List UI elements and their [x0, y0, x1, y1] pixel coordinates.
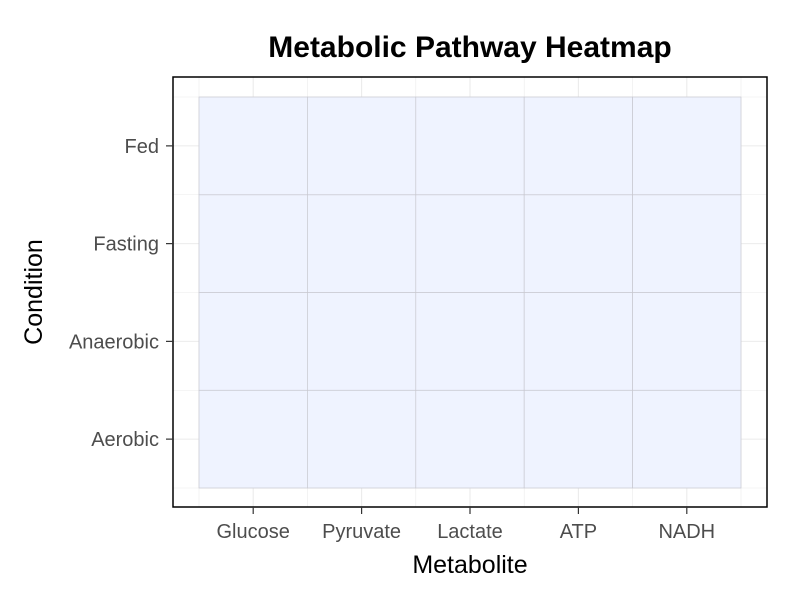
heatmap-tile-anaerobic-pyruvate	[307, 292, 417, 391]
x-axis: Glucose Pyruvate Lactate ATP NADH	[217, 507, 715, 543]
x-tick-label: Pyruvate	[322, 521, 401, 543]
heatmap-tile-fasting-lactate	[415, 194, 525, 293]
chart-title: Metabolic Pathway Heatmap	[268, 31, 671, 64]
x-tick-label: ATP	[560, 521, 597, 543]
heatmap-tile-fed-lactate	[415, 96, 525, 196]
y-tick-label: Aerobic	[91, 429, 159, 451]
x-tick-label: Lactate	[437, 521, 503, 543]
heatmap-tile-fed-nadh	[632, 96, 742, 196]
heatmap-tile-fed-glucose	[198, 96, 308, 196]
heatmap-tile-fasting-glucose	[198, 194, 308, 293]
heatmap-tile-aerobic-atp	[523, 389, 633, 489]
heatmap-tile-fasting-nadh	[632, 194, 742, 293]
heatmap-tile-fasting-atp	[523, 194, 633, 293]
y-axis: Aerobic Anaerobic Fasting Fed	[69, 136, 173, 451]
heatmap-tile-anaerobic-nadh	[632, 292, 742, 391]
heatmap-tile-fed-atp	[523, 96, 633, 196]
heatmap-tile-aerobic-pyruvate	[307, 389, 417, 489]
heatmap-tile-anaerobic-lactate	[415, 292, 525, 391]
heatmap-tile-aerobic-lactate	[415, 389, 525, 489]
heatmap-tile-aerobic-glucose	[198, 389, 308, 489]
y-tick-label: Fed	[125, 136, 159, 158]
y-tick-label: Anaerobic	[69, 331, 159, 353]
y-axis-title: Condition	[20, 239, 48, 345]
x-axis-title: Metabolite	[412, 551, 527, 579]
x-tick-label: NADH	[658, 521, 715, 543]
heatmap-tile-fasting-pyruvate	[307, 194, 417, 293]
heatmap-tiles	[198, 96, 742, 489]
heatmap-tile-anaerobic-atp	[523, 292, 633, 391]
heatmap-tile-aerobic-nadh	[632, 389, 742, 489]
heatmap-tile-anaerobic-glucose	[198, 292, 308, 391]
x-tick-label: Glucose	[217, 521, 290, 543]
heatmap-tile-fed-pyruvate	[307, 96, 417, 196]
y-tick-label: Fasting	[93, 234, 159, 256]
